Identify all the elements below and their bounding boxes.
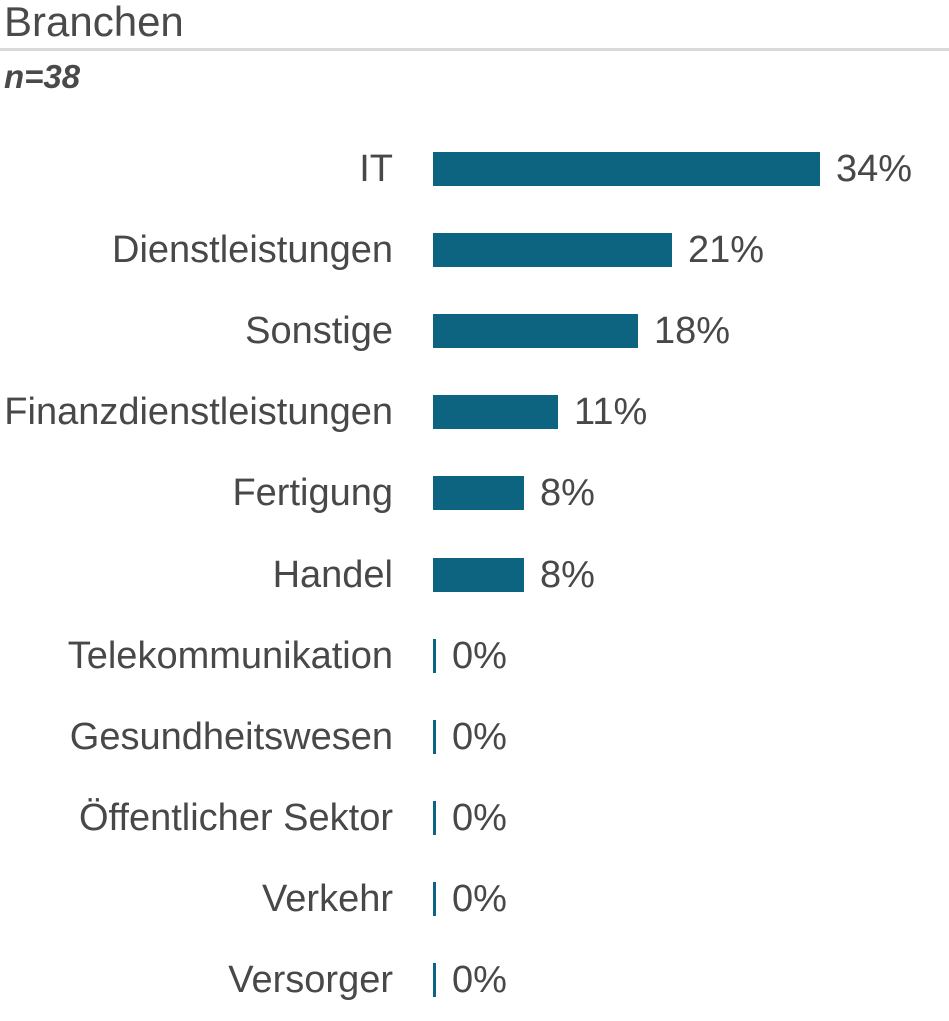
chart-row: Handel 8%	[0, 534, 949, 615]
bar-area: 21%	[433, 228, 949, 272]
chart-row: Telekommunikation 0%	[0, 615, 949, 696]
chart-row: IT 34%	[0, 128, 949, 209]
chart-row: Versorger 0%	[0, 940, 949, 1021]
bar-area: 0%	[433, 877, 949, 921]
chart-row: Öffentlicher Sektor 0%	[0, 778, 949, 859]
bar-area: 0%	[433, 715, 949, 759]
chart-row: Verkehr 0%	[0, 859, 949, 940]
chart-row: Fertigung 8%	[0, 453, 949, 534]
bar-area: 8%	[433, 553, 949, 597]
chart-row: Gesundheitswesen 0%	[0, 696, 949, 777]
category-label: Telekommunikation	[67, 634, 393, 677]
category-label: IT	[359, 147, 393, 190]
bar	[433, 395, 558, 430]
value-label: 8%	[540, 553, 595, 596]
chart-row: Dienstleistungen 21%	[0, 209, 949, 290]
category-label: Handel	[272, 553, 393, 596]
value-label: 18%	[654, 309, 731, 352]
category-label: Versorger	[228, 959, 393, 1002]
value-label: 0%	[452, 797, 507, 840]
zero-bar-tick	[433, 719, 436, 754]
bar	[433, 476, 524, 511]
category-label: Dienstleistungen	[112, 228, 393, 271]
bar-chart: IT 34% Dienstleistungen 21% Sonstige 18% Finan…	[0, 128, 949, 1021]
value-label: 0%	[452, 959, 507, 1002]
zero-bar-tick	[433, 638, 436, 673]
value-label: 34%	[836, 147, 913, 190]
bar-area: 11%	[433, 390, 949, 434]
page-title: Branchen	[4, 0, 184, 45]
value-label: 0%	[452, 715, 507, 758]
category-label: Öffentlicher Sektor	[78, 797, 393, 840]
sample-size-label: n=38	[4, 58, 81, 95]
bar-area: 34%	[433, 147, 949, 191]
value-label: 0%	[452, 634, 507, 677]
bar-area: 8%	[433, 471, 949, 515]
zero-bar-tick	[433, 801, 436, 836]
category-label: Verkehr	[262, 878, 393, 921]
chart-row: Finanzdienstleistungen 11%	[0, 372, 949, 453]
value-label: 0%	[452, 878, 507, 921]
bar	[433, 557, 524, 592]
value-label: 21%	[688, 228, 765, 271]
bar-area: 0%	[433, 796, 949, 840]
zero-bar-tick	[433, 882, 436, 917]
bar-area: 18%	[433, 309, 949, 353]
title-divider	[0, 48, 949, 51]
category-label: Fertigung	[232, 472, 393, 515]
value-label: 11%	[574, 391, 648, 434]
category-label: Sonstige	[245, 309, 393, 352]
bar	[433, 232, 672, 267]
zero-bar-tick	[433, 963, 436, 998]
chart-row: Sonstige 18%	[0, 290, 949, 371]
category-label: Gesundheitswesen	[69, 715, 393, 758]
bar-area: 0%	[433, 634, 949, 678]
category-label: Finanzdienstleistungen	[4, 391, 393, 434]
bar	[433, 313, 638, 348]
bar-area: 0%	[433, 958, 949, 1002]
value-label: 8%	[540, 472, 595, 515]
bar	[433, 151, 820, 186]
